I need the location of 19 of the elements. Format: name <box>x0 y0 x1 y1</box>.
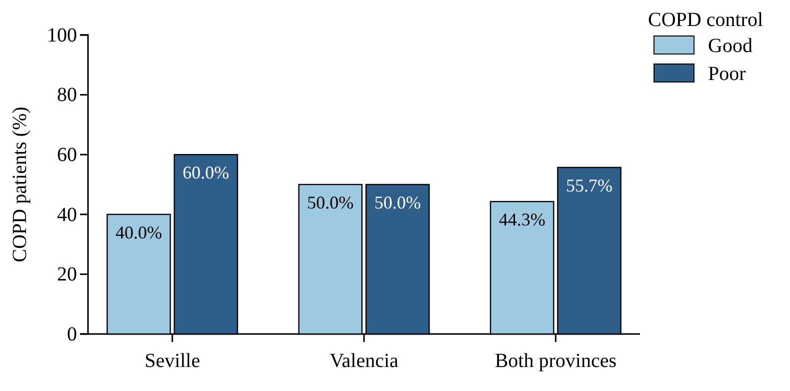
legend-label: Good <box>708 35 752 57</box>
legend-label: Poor <box>708 63 746 85</box>
y-tick-label: 0 <box>67 323 77 346</box>
data-label: 50.0% <box>307 192 354 212</box>
y-tick-label: 80 <box>57 84 77 106</box>
y-tick-label: 20 <box>57 264 77 286</box>
x-tick-label: Valencia <box>330 350 399 372</box>
data-label: 40.0% <box>115 222 162 242</box>
data-label: 44.3% <box>498 210 546 230</box>
x-tick-label: Both provinces <box>494 350 617 372</box>
y-tick-label: 60 <box>57 144 77 166</box>
y-axis-title: COPD patients (%) <box>9 106 31 262</box>
x-tick-label: Seville <box>144 350 200 372</box>
legend-title: COPD control <box>648 9 764 31</box>
data-label: 50.0% <box>374 192 421 212</box>
y-tick-label: 40 <box>57 204 77 226</box>
data-label: 60.0% <box>182 162 230 183</box>
y-tick-label: 100 <box>47 24 77 46</box>
data-label: 55.7% <box>566 175 613 196</box>
